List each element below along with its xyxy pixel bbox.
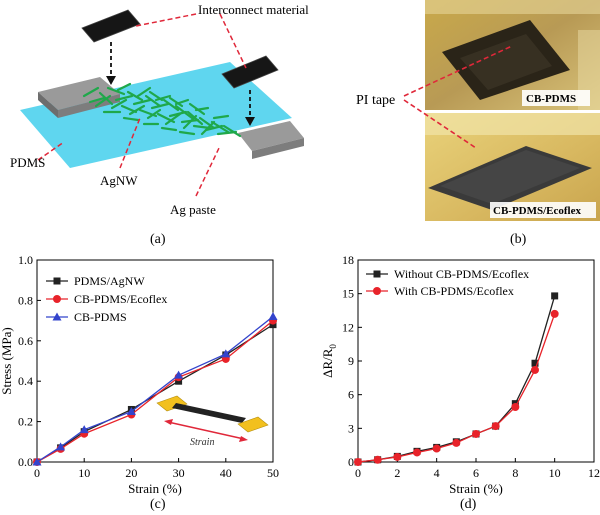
data-point xyxy=(126,407,136,415)
series-line xyxy=(36,320,274,463)
data-point xyxy=(268,312,278,321)
x-tick-label: 10 xyxy=(549,466,561,480)
y-tick-label: 15 xyxy=(342,287,354,301)
interconnect-chip-right xyxy=(221,55,279,89)
legend-marker xyxy=(373,270,381,278)
x-tick-label: 8 xyxy=(512,466,518,480)
photo-label-cb-pdms-ecoflex: CB-PDMS/Ecoflex xyxy=(493,205,581,217)
x-tick-label: 0 xyxy=(355,466,361,480)
data-point xyxy=(531,359,539,367)
x-tick-label: 40 xyxy=(220,466,232,480)
y-tick-label: 12 xyxy=(342,320,354,334)
y-axis-label: ΔR/R0 xyxy=(320,344,338,378)
legend-label: CB-PDMS/Ecoflex xyxy=(74,292,167,306)
data-point xyxy=(79,425,89,434)
y-tick-label: 1.0 xyxy=(18,253,33,267)
caption-d: (d) xyxy=(460,497,477,512)
x-tick-label: 20 xyxy=(125,466,137,480)
panel-b-photos: CB-PDMS CB-PDMS/Ecoflex PI tape (b) xyxy=(356,0,600,247)
inset-strain-label: Strain xyxy=(190,437,214,448)
y-tick-label: 0 xyxy=(348,455,354,469)
y-tick-label: 0.0 xyxy=(18,455,33,469)
data-point xyxy=(56,442,66,451)
data-point xyxy=(551,292,559,300)
data-point xyxy=(175,377,183,385)
data-point xyxy=(413,448,421,457)
data-point xyxy=(221,349,231,358)
label-ag-paste: Ag paste xyxy=(170,202,216,217)
plot-frame xyxy=(36,259,274,463)
data-point xyxy=(354,458,362,466)
agnw-network xyxy=(82,82,242,138)
legend-label: CB-PDMS xyxy=(74,310,127,324)
legend-marker xyxy=(53,277,61,285)
x-axis-label: Strain (%) xyxy=(128,481,182,496)
ag-paste-right xyxy=(238,121,304,159)
data-point xyxy=(432,444,441,453)
data-point xyxy=(531,365,539,374)
data-point xyxy=(393,452,402,461)
inset-strain-diagram: Strain xyxy=(156,395,269,448)
label-interconnect-material: Interconnect material xyxy=(198,2,309,17)
legend-label: With CB-PDMS/Ecoflex xyxy=(394,284,514,298)
legend-label: PDMS/AgNW xyxy=(74,274,145,288)
y-axis-label: Stress (MPa) xyxy=(0,327,14,395)
data-point xyxy=(452,438,461,447)
data-point xyxy=(472,429,480,438)
legend-marker xyxy=(52,312,62,321)
label-pi-tape: PI tape xyxy=(356,93,395,108)
y-tick-label: 0.6 xyxy=(18,334,33,348)
data-point xyxy=(174,370,184,379)
caption-c: (c) xyxy=(150,497,166,512)
legend-marker xyxy=(373,287,381,295)
y-tick-label: 0.2 xyxy=(18,415,33,429)
label-leader-lines xyxy=(37,13,247,197)
y-tick-label: 6 xyxy=(348,388,354,402)
data-point xyxy=(373,455,382,464)
series-line xyxy=(357,295,556,463)
x-tick-label: 30 xyxy=(173,466,185,480)
data-point xyxy=(32,457,42,466)
placement-arrows xyxy=(110,42,251,118)
y-tick-label: 0.4 xyxy=(18,374,33,388)
y-tick-label: 0.8 xyxy=(18,293,33,307)
data-point xyxy=(491,422,500,431)
x-tick-label: 2 xyxy=(394,466,400,480)
arrowhead-down-icon xyxy=(245,117,255,126)
legend-marker xyxy=(53,295,61,303)
arrowhead-down-icon xyxy=(106,76,116,85)
y-tick-label: 18 xyxy=(342,253,354,267)
x-tick-label: 0 xyxy=(34,466,40,480)
legend-label: Without CB-PDMS/Ecoflex xyxy=(394,267,529,281)
label-agnw: AgNW xyxy=(100,173,138,188)
chart-stress-strain: 0 10 20 30 40 50 0.0 0.2 0.4 0.6 0.8 1.0 Strain (%) S… xyxy=(0,253,279,512)
photo-cb-pdms-ecoflex: CB-PDMS/Ecoflex xyxy=(425,113,600,221)
y-tick-label: 9 xyxy=(348,354,354,368)
x-tick-label: 10 xyxy=(78,466,90,480)
caption-a: (a) xyxy=(150,232,166,247)
x-tick-label: 4 xyxy=(434,466,440,480)
caption-b: (b) xyxy=(510,232,527,247)
panel-a-schematic: Interconnect material PDMS AgNW Ag paste… xyxy=(10,2,309,247)
data-point xyxy=(550,309,559,318)
label-pdms: PDMS xyxy=(10,155,45,170)
x-tick-label: 12 xyxy=(588,466,600,480)
data-point xyxy=(511,403,520,412)
data-point xyxy=(269,321,277,329)
y-tick-label: 3 xyxy=(348,421,354,435)
interconnect-chip-left xyxy=(81,9,141,43)
x-axis-label: Strain (%) xyxy=(449,481,503,496)
photo-cb-pdms: CB-PDMS xyxy=(425,0,600,110)
x-tick-label: 6 xyxy=(473,466,479,480)
x-tick-label: 50 xyxy=(267,466,279,480)
photo-label-cb-pdms: CB-PDMS xyxy=(526,93,576,105)
pi-tape-leaders xyxy=(403,45,513,149)
chart-resistance-strain: 0 2 4 6 8 10 12 0 3 6 9 12 15 18 Strain (%) ΔR/R0 Witho… xyxy=(320,253,600,512)
